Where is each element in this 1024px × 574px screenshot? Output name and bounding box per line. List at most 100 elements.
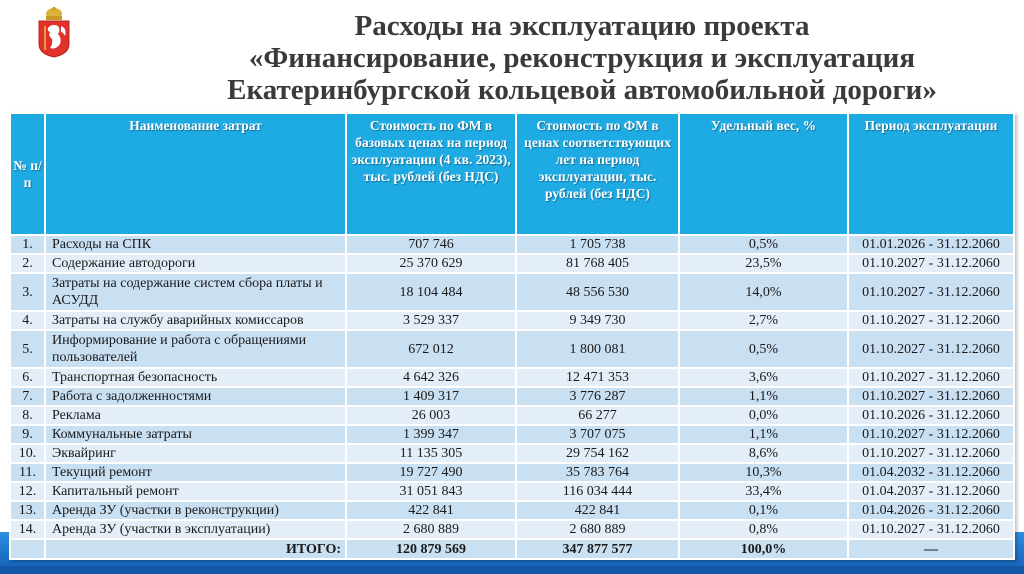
table-row: 4. Затраты на службу аварийных комиссаро… [9, 310, 1015, 331]
coat-of-arms-icon [38, 6, 70, 58]
cell-period: 01.10.2027 - 31.12.2060 [847, 443, 1015, 464]
cell-period: 01.10.2027 - 31.12.2060 [847, 329, 1015, 369]
cell-num: 11. [9, 462, 46, 483]
cell-share: 0,5% [678, 234, 849, 255]
cell-share: 0,1% [678, 500, 849, 521]
cell-base-cost: 19 727 490 [345, 462, 517, 483]
cell-base-cost: 11 135 305 [345, 443, 517, 464]
cell-period: 01.10.2027 - 31.12.2060 [847, 272, 1015, 312]
cell-period: 01.01.2026 - 31.12.2060 [847, 234, 1015, 255]
cell-share: 14,0% [678, 272, 849, 312]
cell-current-cost: 3 776 287 [515, 386, 680, 407]
cell-base-cost: 31 051 843 [345, 481, 517, 502]
title-line-2: «Финансирование, реконструкция и эксплуа… [248, 42, 916, 74]
cell-share: 1,1% [678, 386, 849, 407]
total-share: 100,0% [678, 538, 849, 560]
header-base-cost: Стоимость по ФМ в базовых ценах на перио… [345, 112, 517, 236]
cell-base-cost: 1 409 317 [345, 386, 517, 407]
table-row: 7. Работа с задолженностями 1 409 317 3 … [9, 386, 1015, 407]
table-row: 1. Расходы на СПК 707 746 1 705 738 0,5%… [9, 234, 1015, 255]
table-row: 11. Текущий ремонт 19 727 490 35 783 764… [9, 462, 1015, 483]
cell-period: 01.04.2026 - 31.12.2060 [847, 500, 1015, 521]
table-row: 14. Аренда ЗУ (участки в эксплуатации) 2… [9, 519, 1015, 540]
cell-base-cost: 422 841 [345, 500, 517, 521]
table-row: 9. Коммунальные затраты 1 399 347 3 707 … [9, 424, 1015, 445]
cell-name: Расходы на СПК [44, 234, 347, 255]
cell-num: 4. [9, 310, 46, 331]
cell-num: 13. [9, 500, 46, 521]
cell-share: 8,6% [678, 443, 849, 464]
cell-current-cost: 66 277 [515, 405, 680, 426]
table-header-row: № п/п Наименование затрат Стоимость по Ф… [9, 112, 1015, 236]
cell-current-cost: 116 034 444 [515, 481, 680, 502]
cell-name: Работа с задолженностями [44, 386, 347, 407]
total-current-cost: 347 877 577 [515, 538, 680, 560]
cell-period: 01.10.2027 - 31.12.2060 [847, 386, 1015, 407]
cell-current-cost: 422 841 [515, 500, 680, 521]
cell-num-empty [9, 538, 46, 560]
bottom-bar-shade [0, 566, 1024, 574]
cell-share: 0,8% [678, 519, 849, 540]
cell-period: 01.10.2027 - 31.12.2060 [847, 253, 1015, 274]
cell-period: 01.10.2026 - 31.12.2060 [847, 405, 1015, 426]
cell-num: 7. [9, 386, 46, 407]
cell-period: 01.10.2027 - 31.12.2060 [847, 310, 1015, 331]
cell-num: 2. [9, 253, 46, 274]
cell-base-cost: 25 370 629 [345, 253, 517, 274]
cell-name: Аренда ЗУ (участки в эксплуатации) [44, 519, 347, 540]
cell-base-cost: 4 642 326 [345, 367, 517, 388]
cell-num: 3. [9, 272, 46, 312]
table-row: 6. Транспортная безопасность 4 642 326 1… [9, 367, 1015, 388]
header-current-cost: Стоимость по ФМ в ценах соответствующих … [515, 112, 680, 236]
cell-current-cost: 3 707 075 [515, 424, 680, 445]
cell-current-cost: 1 705 738 [515, 234, 680, 255]
header-num: № п/п [9, 112, 46, 236]
table-row: 12. Капитальный ремонт 31 051 843 116 03… [9, 481, 1015, 502]
cell-name: Капитальный ремонт [44, 481, 347, 502]
total-base-cost: 120 879 569 [345, 538, 517, 560]
cell-num: 1. [9, 234, 46, 255]
cell-name: Затраты на содержание систем сбора платы… [44, 272, 347, 312]
cell-current-cost: 9 349 730 [515, 310, 680, 331]
cell-base-cost: 26 003 [345, 405, 517, 426]
table-row: 3. Затраты на содержание систем сбора пл… [9, 272, 1015, 312]
cell-num: 6. [9, 367, 46, 388]
header-share: Удельный вес, % [678, 112, 849, 236]
cell-name: Коммунальные затраты [44, 424, 347, 445]
cell-base-cost: 707 746 [345, 234, 517, 255]
cell-num: 8. [9, 405, 46, 426]
cell-period: 01.10.2027 - 31.12.2060 [847, 424, 1015, 445]
cell-share: 0,0% [678, 405, 849, 426]
cell-base-cost: 2 680 889 [345, 519, 517, 540]
costs-table: № п/п Наименование затрат Стоимость по Ф… [9, 112, 1015, 560]
cell-base-cost: 3 529 337 [345, 310, 517, 331]
cell-num: 14. [9, 519, 46, 540]
cell-share: 3,6% [678, 367, 849, 388]
cell-current-cost: 81 768 405 [515, 253, 680, 274]
cell-num: 10. [9, 443, 46, 464]
cell-name: Текущий ремонт [44, 462, 347, 483]
cell-name: Реклама [44, 405, 347, 426]
cell-period: 01.04.2032 - 31.12.2060 [847, 462, 1015, 483]
cell-share: 33,4% [678, 481, 849, 502]
table-row: 5. Информирование и работа с обращениями… [9, 329, 1015, 369]
table-row: 2. Содержание автодороги 25 370 629 81 7… [9, 253, 1015, 274]
cell-name: Аренда ЗУ (участки в реконструкции) [44, 500, 347, 521]
cell-share: 10,3% [678, 462, 849, 483]
table-row: 13. Аренда ЗУ (участки в реконструкции) … [9, 500, 1015, 521]
title-line-3: Екатеринбургской кольцевой автомобильной… [227, 74, 937, 106]
cell-name: Содержание автодороги [44, 253, 347, 274]
cell-period: 01.10.2027 - 31.12.2060 [847, 519, 1015, 540]
cell-current-cost: 2 680 889 [515, 519, 680, 540]
cell-current-cost: 1 800 081 [515, 329, 680, 369]
cell-base-cost: 18 104 484 [345, 272, 517, 312]
cell-name: Информирование и работа с обращениями по… [44, 329, 347, 369]
cell-period: 01.10.2027 - 31.12.2060 [847, 367, 1015, 388]
cell-num: 9. [9, 424, 46, 445]
cell-share: 1,1% [678, 424, 849, 445]
cell-name: Затраты на службу аварийных комиссаров [44, 310, 347, 331]
cell-num: 12. [9, 481, 46, 502]
cell-name: Эквайринг [44, 443, 347, 464]
cell-name: Транспортная безопасность [44, 367, 347, 388]
table-row: 8. Реклама 26 003 66 277 0,0% 01.10.2026… [9, 405, 1015, 426]
